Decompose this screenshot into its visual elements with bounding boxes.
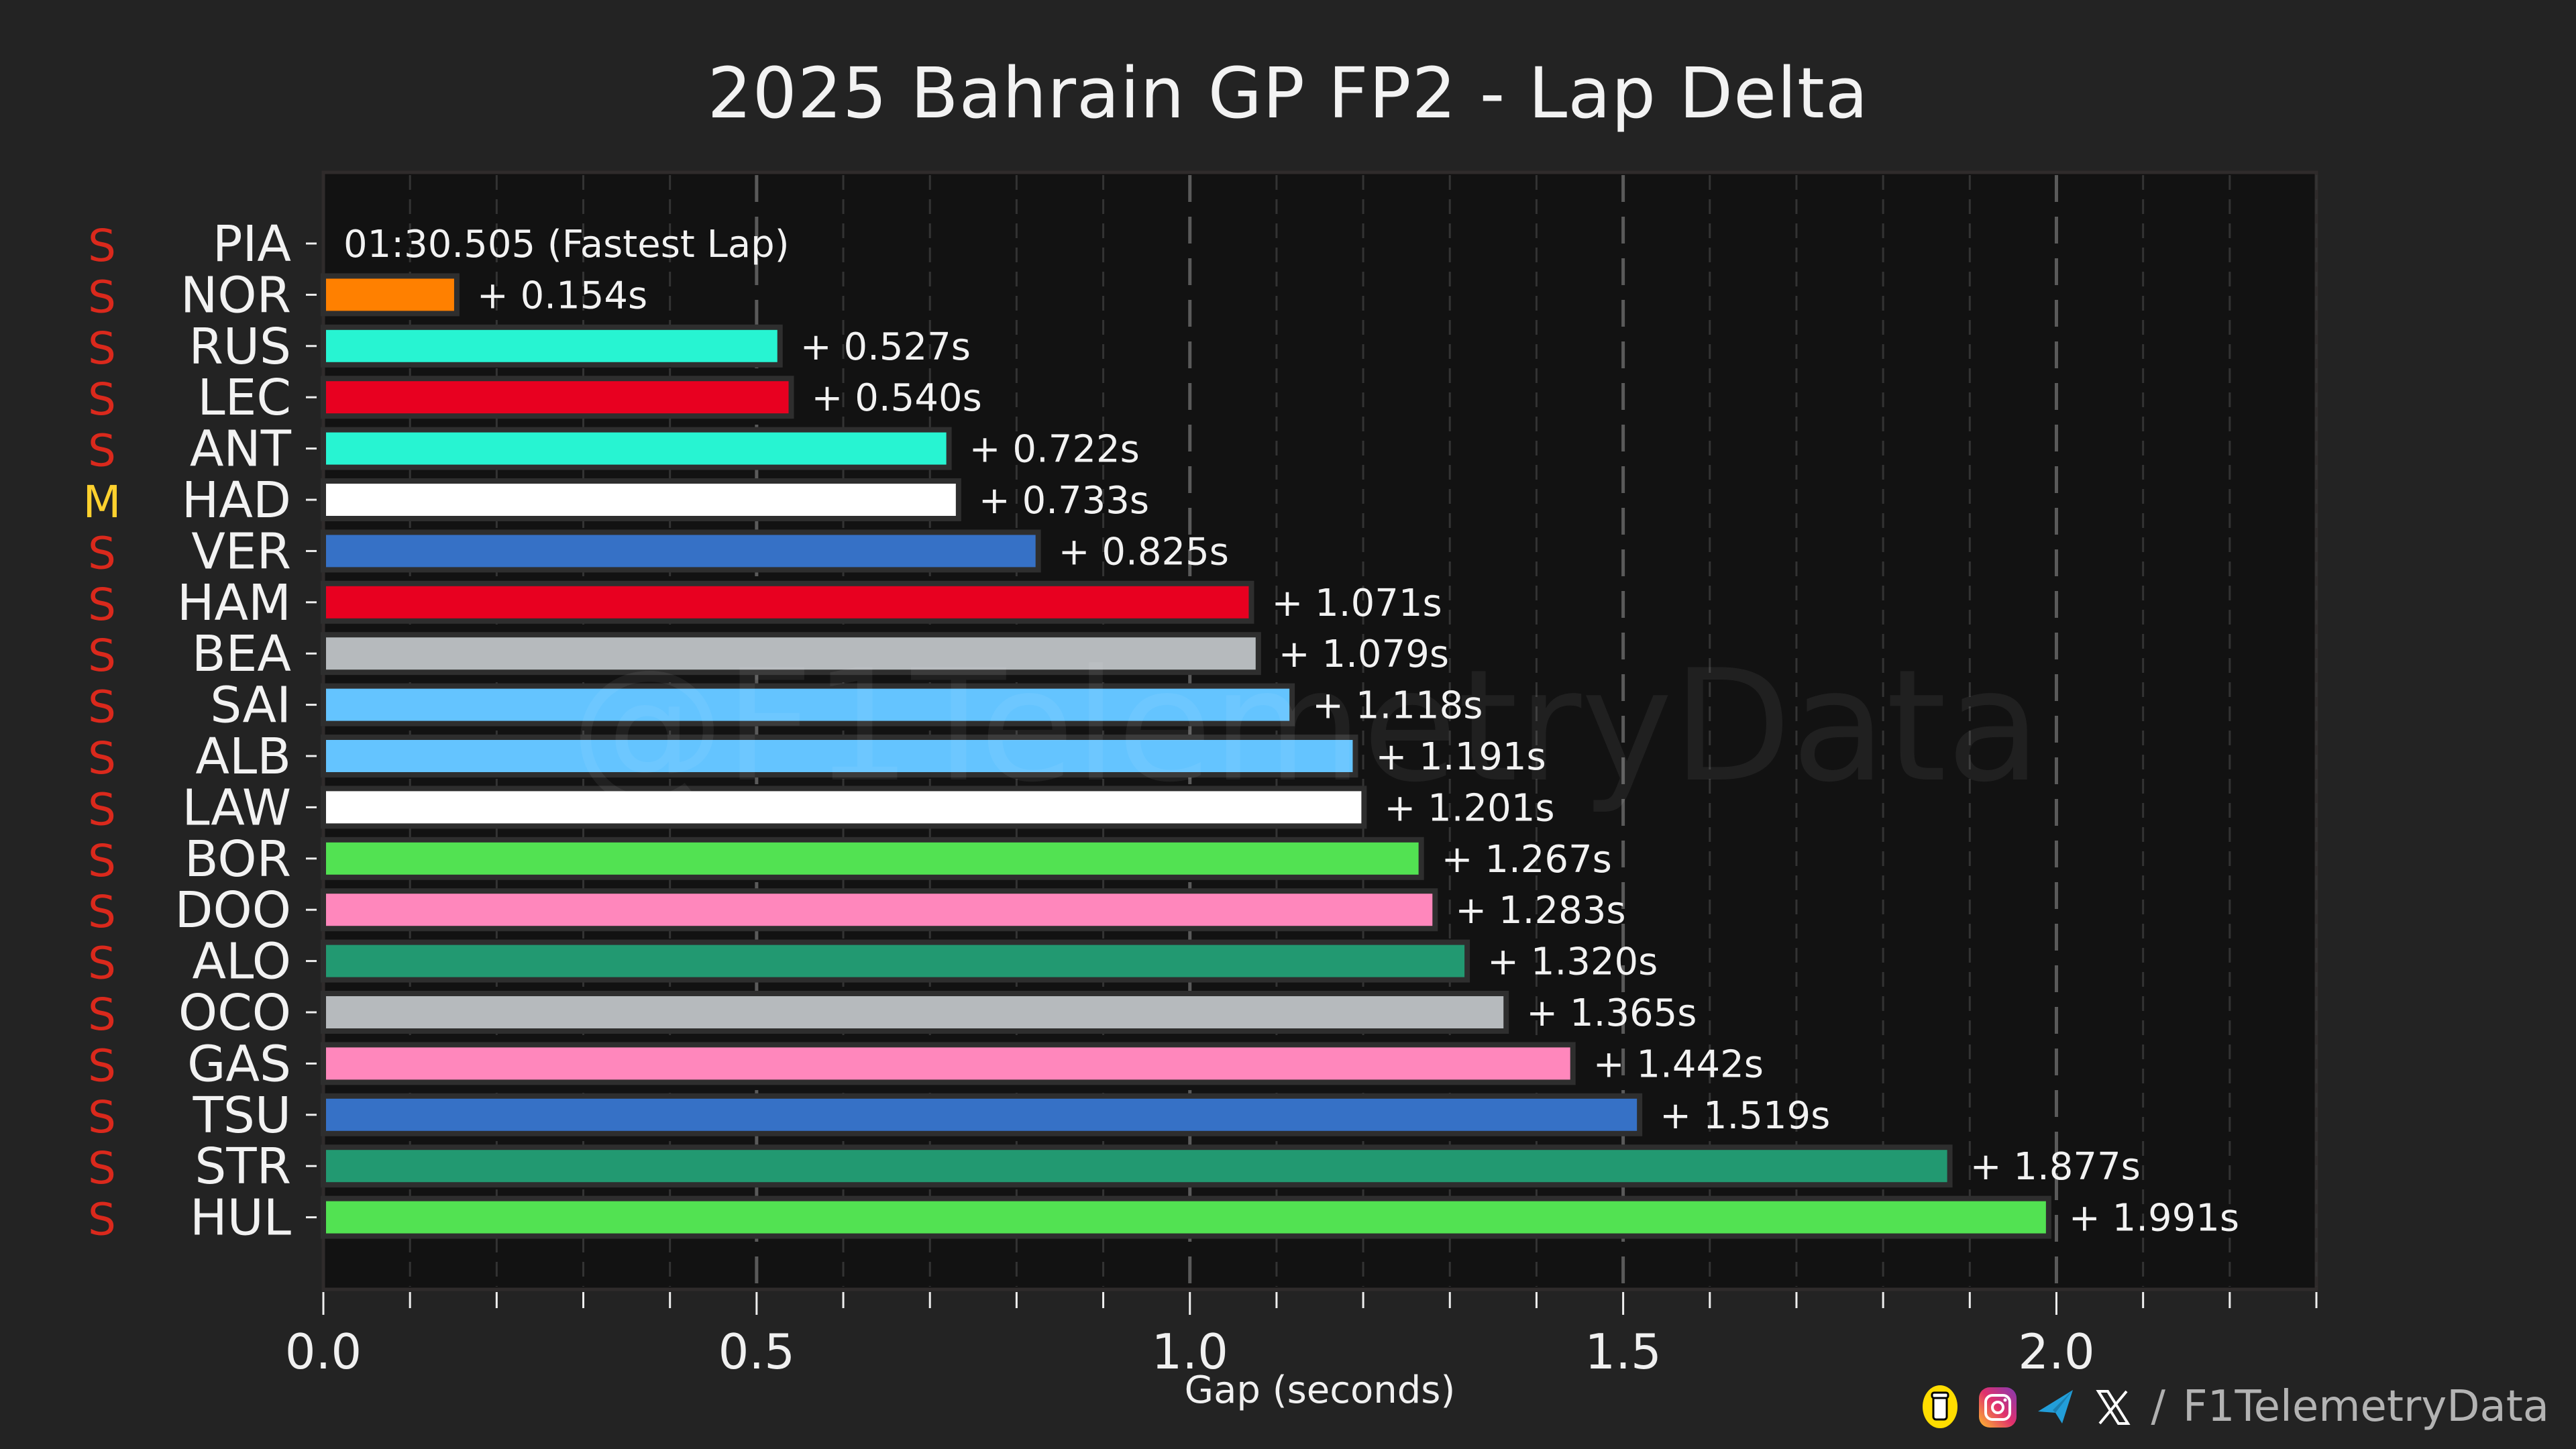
tyre-compound-s: S (88, 784, 116, 835)
value-label: + 1.118s (1312, 684, 1483, 728)
x-icon[interactable] (2093, 1383, 2133, 1430)
x-tick-label: 0.5 (718, 1324, 796, 1380)
driver-label: PIA (213, 215, 291, 273)
value-label: 01:30.505 (Fastest Lap) (343, 223, 790, 266)
driver-label: NOR (180, 266, 291, 324)
bar-ver (321, 529, 1041, 573)
value-label: + 1.519s (1660, 1094, 1830, 1138)
bar-had (321, 478, 961, 521)
tyre-compound-s: S (88, 527, 116, 579)
value-label: + 1.365s (1526, 991, 1697, 1035)
footer-handle[interactable]: F1TelemetryData (2182, 1382, 2549, 1432)
tyre-compound-s: S (88, 733, 116, 784)
value-label: + 0.825s (1059, 530, 1229, 574)
bar-doo (321, 888, 1438, 932)
bar-sai (321, 683, 1295, 727)
tyre-compound-s: S (88, 1091, 116, 1143)
buymeacoffee-icon[interactable] (1920, 1383, 1960, 1430)
y-axis-labels: PIA S NOR S RUS S LEC S ANT S HAD M VER S HAM S BEA S SAI S… (83, 215, 317, 1247)
value-label: + 1.320s (1487, 941, 1658, 984)
tyre-compound-s: S (88, 579, 116, 631)
value-label: + 1.442s (1593, 1042, 1764, 1086)
bar-oco (321, 991, 1509, 1034)
driver-label: LEC (197, 369, 291, 427)
driver-label: STR (195, 1138, 291, 1195)
footer-socials: / F1TelemetryData (1920, 1382, 2549, 1432)
tyre-compound-s: S (88, 271, 116, 323)
bar-lec (321, 376, 794, 419)
bar-gas (321, 1042, 1576, 1085)
driver-label: SAI (210, 677, 291, 735)
bars: 01:30.505 (Fastest Lap) + 0.154s + 0.527s +… (321, 223, 2239, 1240)
driver-label: HUL (190, 1189, 291, 1247)
driver-label: LAW (182, 779, 291, 837)
value-label: + 1.991s (2069, 1197, 2239, 1240)
x-tick-label: 1.5 (1585, 1324, 1662, 1380)
bar-ant (321, 427, 952, 470)
bar-bor (321, 837, 1424, 880)
driver-label: VER (191, 523, 291, 580)
tyre-compound-s: S (88, 323, 116, 374)
value-label: + 1.877s (1970, 1145, 2141, 1189)
telegram-icon[interactable] (2035, 1383, 2076, 1430)
value-label: + 1.191s (1375, 735, 1546, 779)
tyre-compound-s: S (88, 1142, 116, 1194)
bar-tsu (321, 1093, 1643, 1136)
value-label: + 1.267s (1442, 838, 1612, 881)
tyre-compound-s: S (88, 374, 116, 425)
driver-label: BOR (184, 830, 291, 888)
bar-alo (321, 939, 1470, 983)
tyre-compound-s: S (88, 220, 116, 272)
tyre-compound-m: M (83, 476, 121, 528)
footer-separator: / (2151, 1382, 2165, 1432)
driver-label: TSU (193, 1087, 291, 1144)
bar-nor (321, 273, 460, 317)
value-label: + 0.154s (477, 274, 647, 317)
value-label: + 0.527s (800, 325, 971, 369)
chart-title: 2025 Bahrain GP FP2 - Lap Delta (707, 52, 1869, 134)
driver-label: GAS (187, 1035, 291, 1093)
instagram-icon[interactable] (1978, 1383, 2018, 1430)
value-label: + 0.733s (979, 479, 1149, 523)
tyre-compound-s: S (88, 1194, 116, 1246)
bar-law (321, 786, 1367, 829)
tyre-compound-s: S (88, 630, 116, 682)
tyre-compound-s: S (88, 682, 116, 733)
tyre-compound-s: S (88, 989, 116, 1040)
bar-rus (321, 324, 783, 368)
value-label: + 1.079s (1279, 633, 1449, 676)
driver-label: ANT (190, 421, 292, 478)
tyre-compound-s: S (88, 886, 116, 938)
value-label: + 1.283s (1455, 889, 1625, 932)
value-label: + 0.540s (812, 376, 982, 420)
value-label: + 1.201s (1384, 786, 1554, 830)
bar-str (321, 1144, 1953, 1188)
driver-label: DOO (175, 881, 291, 939)
tyre-compound-s: S (88, 1040, 116, 1091)
driver-label: OCO (178, 984, 291, 1042)
tyre-compound-s: S (88, 425, 116, 477)
driver-label: ALO (193, 933, 291, 991)
bar-hul (321, 1195, 2051, 1239)
driver-label: BEA (192, 625, 292, 683)
driver-label: HAM (177, 574, 291, 632)
x-tick-label: 1.0 (1151, 1324, 1228, 1380)
tyre-compound-s: S (88, 835, 116, 887)
driver-label: RUS (189, 318, 291, 376)
value-label: + 1.071s (1271, 582, 1442, 625)
bar-ham (321, 580, 1254, 624)
bar-alb (321, 735, 1358, 777)
x-tick-label: 0.0 (285, 1324, 362, 1380)
tyre-compound-s: S (88, 938, 116, 989)
x-axis-label: Gap (seconds) (1184, 1368, 1456, 1412)
driver-label: HAD (182, 472, 291, 529)
value-label: + 0.722s (969, 428, 1140, 472)
x-axis: 0.0 0.5 1.0 1.5 2.0 (285, 1292, 2318, 1380)
x-tick-label: 2.0 (2018, 1324, 2095, 1380)
bar-bea (321, 632, 1261, 676)
driver-label: ALB (195, 728, 291, 786)
